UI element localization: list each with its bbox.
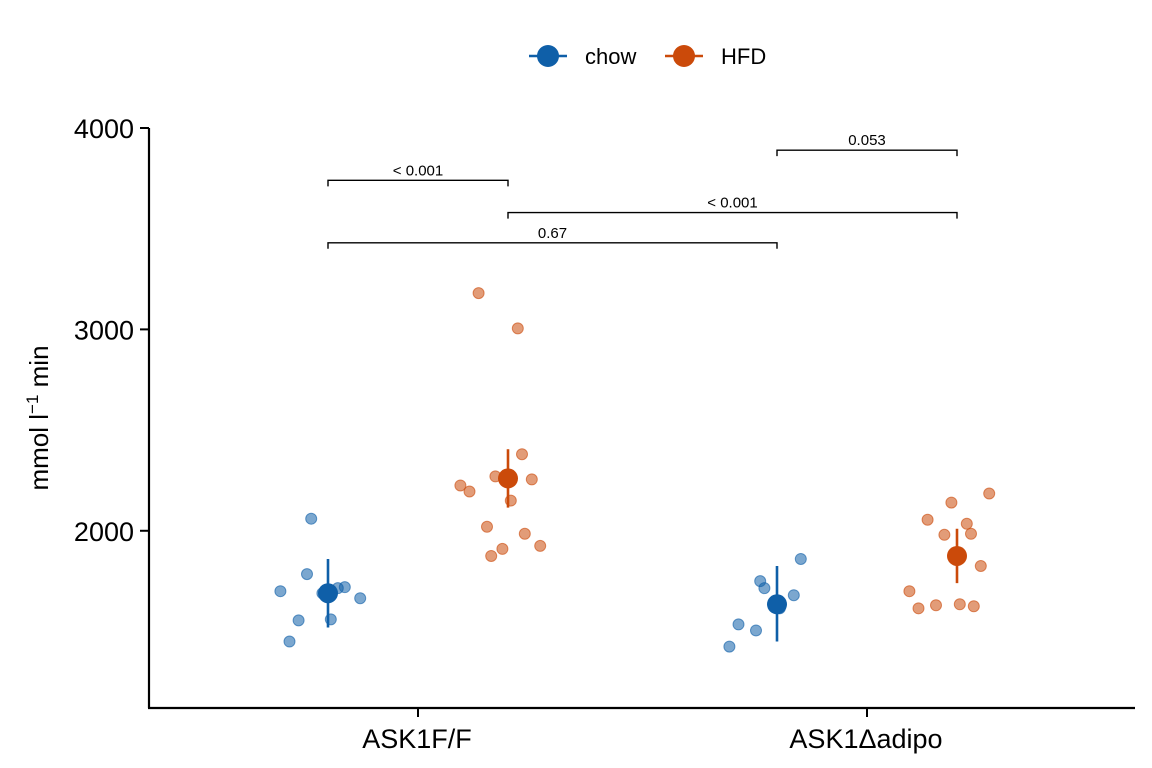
legend-hfd-marker [673,45,695,67]
data-point [903,585,916,598]
legend-chow-label: chow [585,44,636,69]
data-point [354,592,367,605]
y-axis-title-suffix: min [24,345,54,394]
data-point [960,517,973,530]
mean-markers [318,449,967,642]
data-point [921,513,934,526]
data-point [472,287,485,300]
data-point [525,473,538,486]
legend-item-chow[interactable]: chow [529,44,636,69]
y-axis-title: mmol l−1 min [23,345,54,490]
data-point [481,520,493,533]
comparison-bracket [507,211,958,219]
y-tick-label: 3000 [74,315,134,345]
data-point [496,542,509,555]
comparison-bracket [776,149,958,157]
mean-marker [947,545,967,566]
data-point [534,539,547,552]
data-point [723,640,736,653]
data-point [938,528,951,541]
comparison-p-value: < 0.001 [393,162,443,179]
comparison-bracket [327,242,778,249]
data-point [463,485,476,498]
data-points [274,287,996,653]
axis-ticks: 2000 3000 4000 ASK1F/F ASK1Δadipo [74,114,943,754]
data-point [967,600,980,613]
data-point [750,624,762,637]
data-point [454,479,467,492]
comparison-p-value: < 0.001 [707,195,757,212]
data-point [305,512,318,525]
data-point [754,575,767,588]
data-point [511,322,524,335]
data-point [794,552,807,565]
legend: chow HFD [529,44,766,69]
data-point [292,614,305,627]
data-point [516,448,528,461]
data-point [485,549,498,562]
y-axis-title-main: mmol l [24,414,54,491]
data-point [953,598,966,611]
data-point [301,568,313,581]
y-tick-label: 4000 [74,114,134,144]
legend-hfd-label: HFD [721,44,766,69]
data-point [965,527,977,540]
data-point [274,585,287,598]
x-tick-label: ASK1F/F [362,724,472,754]
data-point [983,487,996,500]
data-point [283,635,296,648]
mean-marker [318,583,338,604]
significance-brackets: < 0.001 0.053 < 0.001 0.67 [327,132,958,249]
data-point [974,560,987,573]
data-point [930,599,942,612]
comparison-p-value: 0.053 [848,132,886,149]
legend-item-hfd[interactable]: HFD [665,44,766,69]
legend-chow-marker [537,45,559,67]
y-axis-title-superscript: −1 [23,395,42,414]
data-point [732,618,745,631]
data-point [787,589,800,602]
x-tick-label: ASK1Δadipo [789,724,942,754]
data-point [912,602,925,615]
mean-marker [767,594,787,615]
comparison-p-value: 0.67 [538,225,567,242]
data-point [518,527,531,540]
comparison-bracket [327,179,509,187]
mean-marker [498,468,518,489]
data-point [945,496,958,509]
y-tick-label: 2000 [74,517,134,547]
